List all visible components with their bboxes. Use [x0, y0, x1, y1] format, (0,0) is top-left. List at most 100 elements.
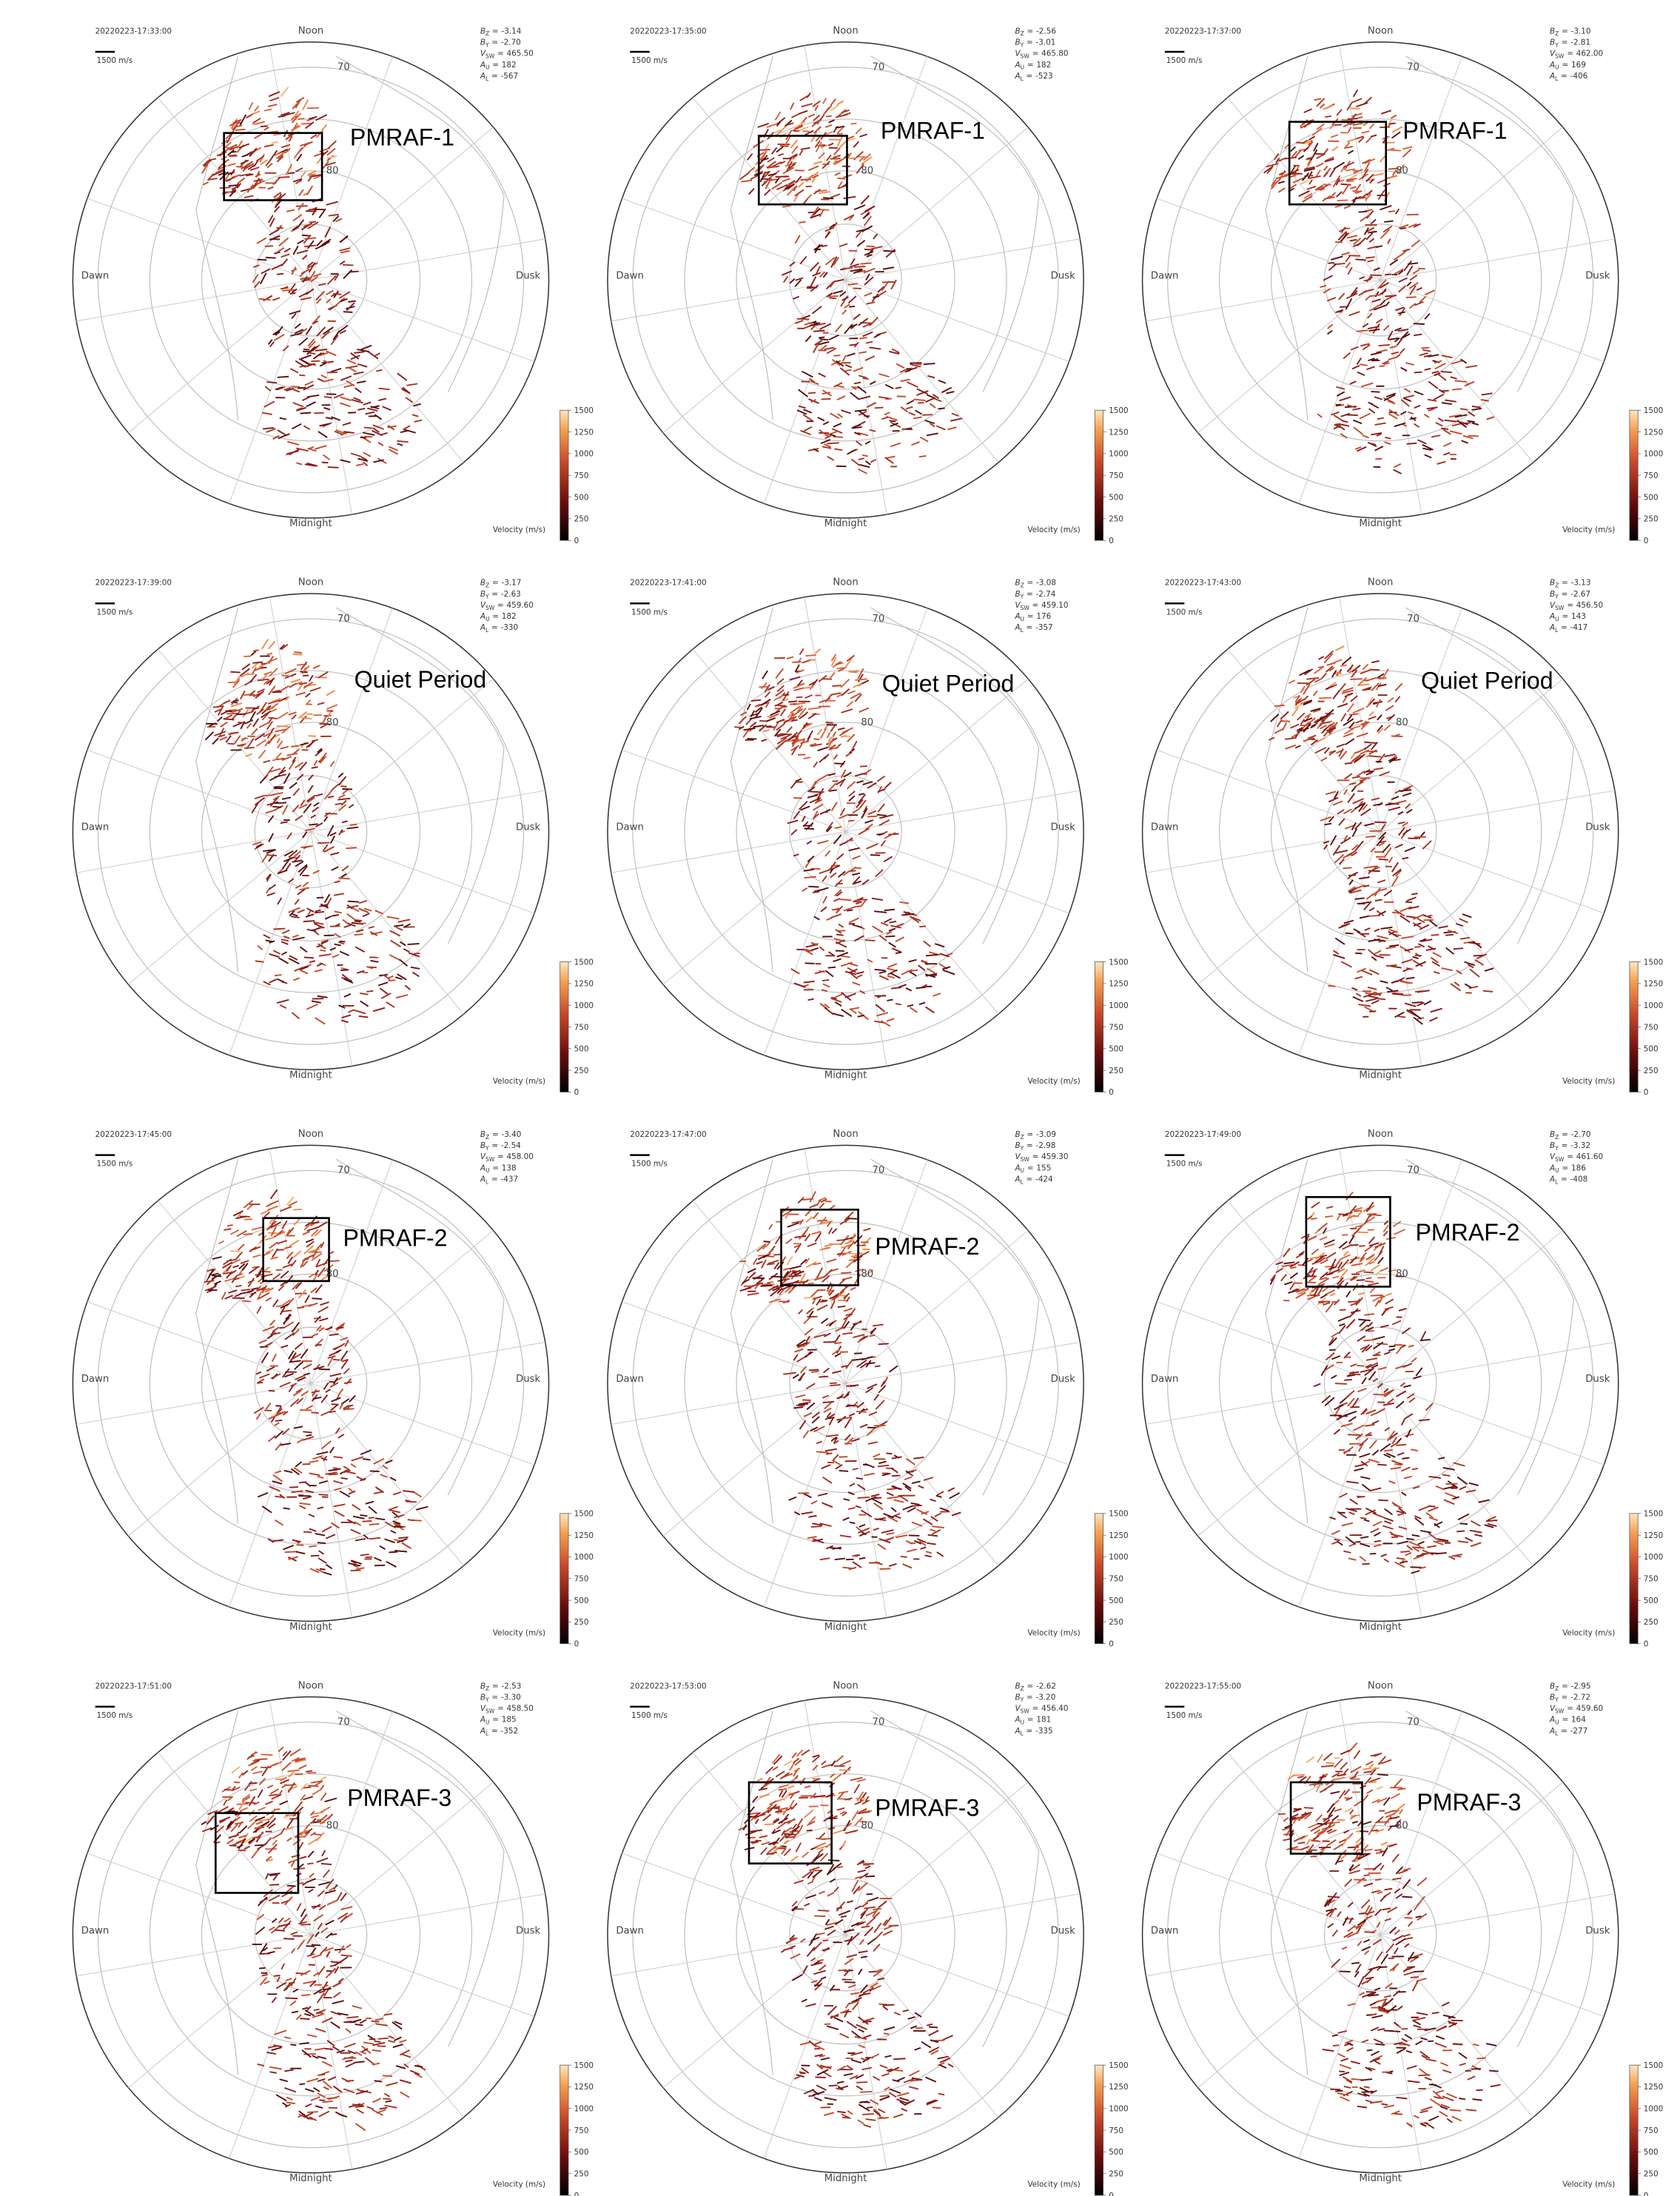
velocity-vector	[1422, 841, 1431, 849]
velocity-vector	[244, 1219, 252, 1220]
velocity-vector	[922, 414, 933, 415]
colorbar	[560, 962, 568, 1092]
parameter: VSW=456.50	[1550, 601, 1603, 611]
scale-label: 1500 m/s	[97, 608, 133, 617]
colorbar-tick-label: 1250	[574, 428, 594, 437]
velocity-vector	[328, 796, 334, 798]
velocity-vector	[1374, 822, 1386, 823]
velocity-vector	[1425, 314, 1430, 320]
velocity-vector	[871, 1498, 882, 1503]
param-subscript: Y	[1554, 1145, 1559, 1152]
velocity-vector	[1288, 680, 1295, 683]
velocity-vector	[1373, 804, 1382, 806]
velocity-vector	[212, 1257, 222, 1259]
velocity-vector	[1352, 366, 1360, 369]
timestamp: 20220223-17:33:00	[95, 27, 172, 36]
velocity-vector	[1482, 393, 1493, 394]
velocity-vector	[291, 1354, 301, 1360]
velocity-vector	[873, 1325, 884, 1326]
colorbar-tick-label: 1500	[1109, 406, 1128, 415]
velocity-vector	[874, 1497, 881, 1498]
velocity-vector	[275, 1520, 283, 1525]
velocity-vector	[1347, 138, 1357, 141]
velocity-vector	[1425, 290, 1434, 295]
velocity-vector	[830, 1385, 840, 1386]
velocity-vector	[322, 1441, 332, 1449]
velocity-vector	[1412, 1468, 1418, 1470]
velocity-vector	[1401, 368, 1408, 372]
parameter: AU=186	[1549, 1164, 1586, 1174]
velocity-vector	[855, 679, 867, 680]
parameter: BY=-2.98	[1015, 1141, 1055, 1152]
colorbar-tick-label: 750	[1644, 471, 1659, 480]
velocity-vector	[804, 1317, 810, 1323]
velocity-vector	[1353, 1425, 1364, 1430]
param-value: 155	[1036, 1164, 1051, 1172]
param-value: -2.74	[1036, 590, 1056, 599]
velocity-vector	[1479, 1500, 1490, 1502]
velocity-vector	[306, 1406, 313, 1409]
velocity-vector	[371, 406, 379, 407]
param-subscript: Z	[1021, 30, 1024, 37]
velocity-vector	[1470, 1531, 1482, 1533]
velocity-vector	[300, 1349, 307, 1359]
velocity-vector	[295, 899, 298, 904]
velocity-vector	[1333, 801, 1343, 805]
velocity-vector	[1364, 824, 1374, 826]
velocity-vector	[1417, 288, 1422, 290]
velocity-vector	[859, 1558, 865, 1559]
velocity-vector	[859, 1525, 865, 1527]
velocity-vector	[796, 697, 802, 698]
velocity-vector	[832, 802, 837, 811]
velocity-vector	[822, 980, 829, 981]
velocity-vector	[1454, 1556, 1462, 1557]
velocity-vector	[266, 654, 272, 655]
velocity-vector	[277, 738, 280, 743]
velocity-vector	[779, 154, 784, 156]
velocity-vector	[936, 1496, 941, 1497]
velocity-vector	[867, 844, 878, 849]
velocity-vector	[1411, 241, 1419, 247]
velocity-vector	[1375, 423, 1386, 425]
velocity-vector	[887, 1493, 893, 1496]
velocity-vector	[804, 828, 814, 829]
velocity-vector	[241, 1289, 250, 1291]
velocity-vector	[223, 1262, 232, 1268]
velocity-vector	[351, 1529, 361, 1534]
velocity-vector	[1323, 105, 1334, 109]
velocity-vector	[273, 793, 283, 795]
velocity-vector	[369, 1506, 377, 1513]
velocity-vector	[315, 349, 327, 351]
velocity-vector	[850, 392, 859, 399]
velocity-vector	[847, 283, 858, 285]
velocity-vector	[403, 949, 409, 952]
param-subscript: SW	[1555, 53, 1565, 60]
velocity-vector	[1384, 1352, 1390, 1354]
velocity-vector	[288, 172, 295, 173]
velocity-vector	[792, 113, 800, 117]
velocity-vector	[1364, 866, 1377, 867]
param-value: 182	[1036, 61, 1051, 70]
velocity-vector	[342, 821, 348, 822]
colorbar-tick-label: 1250	[1644, 1531, 1663, 1540]
parameter: AL=-408	[1549, 1175, 1587, 1186]
velocity-vector	[1359, 1004, 1371, 1007]
velocity-vector	[950, 418, 962, 420]
velocity-vector	[1380, 127, 1390, 128]
velocity-vector	[1285, 738, 1297, 739]
velocity-vector	[1331, 1302, 1339, 1303]
scale-label: 1500 m/s	[97, 1160, 133, 1169]
velocity-vector	[1368, 716, 1377, 719]
param-equals: =	[1027, 1130, 1034, 1139]
velocity-vector	[264, 145, 273, 147]
velocity-vector	[317, 1507, 323, 1508]
velocity-vector	[319, 954, 331, 956]
parameter: BZ=-3.40	[480, 1130, 521, 1141]
velocity-vector	[892, 948, 901, 952]
velocity-vector	[799, 406, 805, 409]
param-equals: =	[1561, 72, 1568, 81]
velocity-vector	[867, 255, 873, 257]
velocity-vector	[1377, 880, 1385, 882]
velocity-vector	[1357, 117, 1363, 118]
dawn-label: Dawn	[616, 1374, 644, 1385]
